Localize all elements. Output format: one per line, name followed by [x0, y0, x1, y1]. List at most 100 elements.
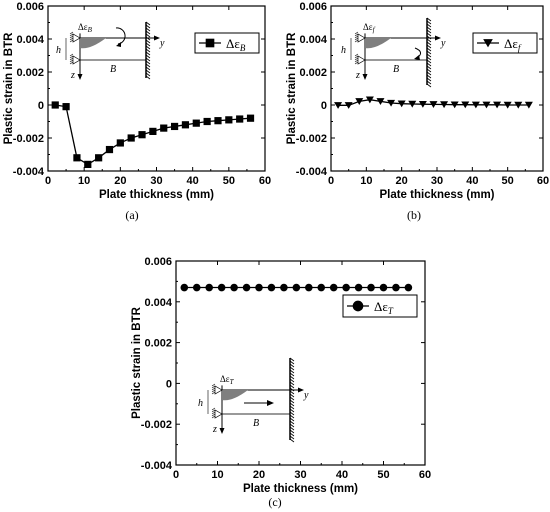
support-hatch [211, 411, 216, 415]
wall-hatch [289, 402, 295, 407]
x-tick-label: 50 [223, 175, 235, 187]
wall-hatch [289, 375, 295, 380]
data-point [255, 283, 263, 292]
data-point [354, 283, 363, 292]
arrow-head [298, 387, 304, 393]
inset-h-label: h [198, 398, 203, 409]
data-point [205, 38, 215, 48]
data-point [387, 99, 396, 107]
x-tick-label: 10 [78, 175, 90, 187]
support-hatch [211, 385, 216, 389]
inset-B-label: B [253, 418, 259, 429]
wall-hatch [426, 44, 432, 49]
data-point [379, 283, 388, 292]
inset-schematic: y z h B Δεf [341, 17, 446, 88]
data-point [305, 283, 313, 292]
y-axis-label: Plastic strain in BTR [286, 32, 298, 145]
data-point [230, 283, 238, 292]
data-point [365, 96, 374, 104]
wall-hatch [289, 426, 295, 431]
support-hatch [69, 37, 74, 41]
support-hatch [211, 413, 216, 417]
data-point [192, 119, 200, 127]
wall-hatch [426, 71, 432, 76]
data-point [418, 100, 427, 108]
wall-hatch [289, 399, 295, 404]
data-point [344, 102, 353, 109]
data-point [408, 100, 417, 108]
support-hatch [69, 59, 74, 63]
data-point [404, 283, 413, 292]
data-point [267, 283, 276, 292]
y-tick-label: -0.002 [141, 419, 172, 431]
legend-subscript: f [518, 43, 522, 53]
data-point [51, 101, 59, 109]
data-point [105, 145, 114, 154]
support-hatch [354, 61, 359, 65]
x-tick-label: 0 [328, 175, 334, 187]
data-point [84, 160, 92, 168]
data-point [127, 134, 135, 142]
arrow-head [116, 42, 121, 47]
inset-strain-subscript: B [88, 26, 93, 34]
inset-strain-subscript: f [373, 26, 376, 34]
y-axis-label: Plastic strain in BTR [131, 306, 143, 419]
wall-hatch [289, 366, 295, 371]
wall-hatch [145, 24, 151, 29]
strain-region [80, 38, 106, 49]
y-tick-label: 0.006 [299, 1, 327, 13]
data-point [450, 101, 459, 109]
y-tick-label: 0 [321, 100, 327, 112]
legend-label: ΔεT [374, 299, 394, 316]
wall-hatch [426, 56, 432, 61]
x-tick-label: 60 [259, 175, 271, 187]
inset-y-label: y [440, 38, 446, 49]
wall-hatch [289, 396, 295, 401]
support-hatch [211, 391, 216, 395]
support-hatch [69, 53, 74, 57]
legend-subscript: B [240, 43, 246, 53]
data-point [317, 283, 326, 292]
wall-hatch [145, 27, 151, 32]
wall-hatch [426, 80, 432, 85]
wall-hatch [145, 57, 151, 62]
wall-hatch [426, 41, 432, 46]
data-point [483, 39, 493, 48]
data-point [192, 283, 201, 292]
wall-hatch [289, 411, 295, 416]
support-hatch [211, 409, 216, 413]
y-tick-label: 0.004 [144, 297, 172, 309]
wall-hatch [289, 408, 295, 413]
x-tick-label: 30 [431, 175, 443, 187]
data-point [329, 283, 338, 292]
support-hatch [69, 35, 74, 39]
data-point [214, 117, 222, 125]
wall-hatch [145, 69, 151, 74]
chart-panel-b: 0 10 20 30 40 50 60 0.006 0.004 0.002 0 -0.002 -0.00… [286, 1, 549, 222]
inset-strain-label: ΔεB [78, 22, 93, 34]
strain-region [365, 38, 391, 49]
inset-strain-symbol: Δε [220, 374, 230, 384]
wall-hatch [426, 74, 432, 79]
y-tick-label: 0.002 [16, 67, 44, 79]
x-tick-label: 40 [466, 175, 478, 187]
wall-hatch [289, 390, 295, 395]
arrow-head [362, 74, 368, 80]
support-hatch [354, 57, 359, 61]
legend-box [194, 32, 260, 54]
inset-y-label: y [303, 390, 309, 401]
y-tick-label: 0.002 [299, 67, 327, 79]
inset-strain-symbol: Δε [78, 22, 88, 32]
wall-hatch [289, 372, 295, 377]
data-point [170, 122, 179, 131]
x-tick-label: 10 [360, 175, 372, 187]
data-point [471, 101, 480, 109]
y-tick-label: 0.004 [299, 34, 327, 46]
x-tick-label: 10 [211, 469, 223, 481]
wall-hatch [426, 68, 432, 73]
arrow-head [77, 74, 83, 80]
wall-hatch [426, 77, 432, 82]
support-hatch [69, 57, 74, 61]
wall-hatch [289, 420, 295, 425]
wall-hatch [426, 59, 432, 64]
